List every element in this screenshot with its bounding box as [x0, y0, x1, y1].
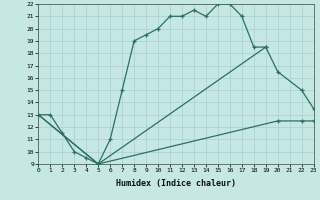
X-axis label: Humidex (Indice chaleur): Humidex (Indice chaleur) — [116, 179, 236, 188]
